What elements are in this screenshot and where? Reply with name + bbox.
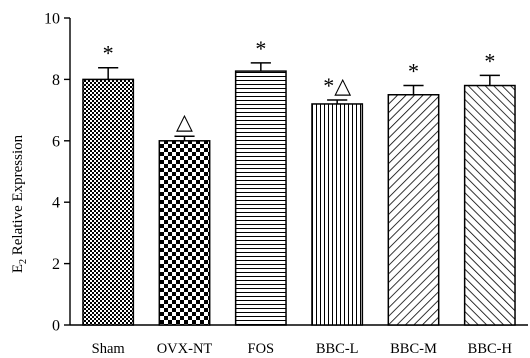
bar-bbc-h: [463, 84, 516, 326]
y-axis-title-subscript: 2: [18, 259, 29, 264]
bar-ovx-nt: [158, 140, 211, 326]
svg-text:E2 Relative Expression: E2 Relative Expression: [10, 134, 29, 273]
y-axis-title-main: E: [10, 264, 26, 273]
y-axis-title: E2 Relative Expression: [10, 134, 29, 273]
significance-mark: *: [408, 59, 419, 84]
significance-mark: △: [176, 109, 193, 134]
bar-sham: [82, 78, 135, 326]
y-tick-label: 4: [52, 195, 60, 212]
bar-fos: [234, 70, 287, 326]
bar-series: [82, 70, 516, 326]
significance-mark: *: [484, 48, 495, 73]
significance-mark: *: [255, 36, 266, 61]
significance-mark: *: [103, 41, 114, 66]
x-tick-label: BBC-M: [390, 341, 437, 357]
y-axis: 0 2 4 6 8 10: [44, 11, 71, 335]
significance-mark: *△: [323, 73, 351, 98]
y-tick-label: 8: [52, 72, 60, 89]
y-tick-label: 10: [44, 11, 60, 28]
y-axis-title-rest: Relative Expression: [10, 134, 26, 259]
x-tick-label: Sham: [92, 341, 126, 357]
x-tick-label: BBC-L: [316, 341, 359, 357]
bar-bbc-m: [387, 94, 440, 326]
x-tick-label: FOS: [248, 341, 275, 357]
y-tick-label: 6: [52, 133, 60, 150]
error-bar-group: [98, 62, 500, 141]
x-tick-label: OVX-NT: [157, 341, 213, 357]
y-tick-label: 2: [52, 256, 60, 273]
category-label-group: Sham OVX-NT FOS BBC-L BBC-M BBC-H: [92, 341, 513, 357]
bar-bbc-l: [311, 103, 364, 326]
x-tick-label: BBC-H: [468, 341, 513, 357]
y-tick-label: 0: [52, 318, 60, 335]
significance-mark-group: *△**△* *: [103, 36, 496, 134]
